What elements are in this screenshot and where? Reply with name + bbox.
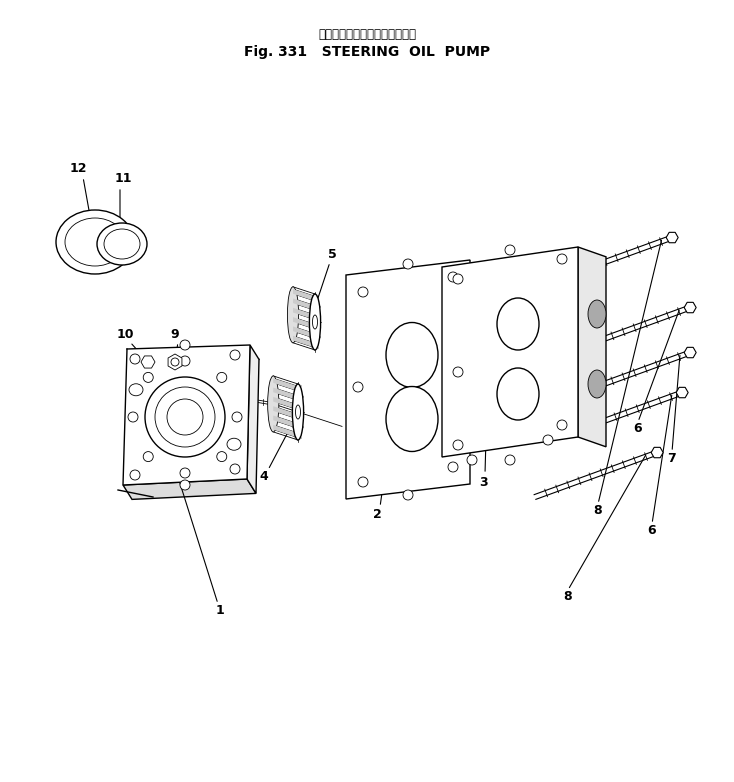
Text: 1: 1	[216, 604, 225, 616]
Circle shape	[353, 382, 363, 392]
Ellipse shape	[588, 370, 606, 398]
Circle shape	[453, 274, 463, 284]
Circle shape	[171, 358, 179, 366]
Text: 12: 12	[69, 163, 87, 175]
Polygon shape	[273, 406, 298, 419]
Circle shape	[130, 470, 140, 480]
Polygon shape	[684, 347, 696, 357]
Ellipse shape	[65, 218, 125, 266]
Text: 4: 4	[260, 471, 269, 483]
Polygon shape	[293, 317, 315, 329]
Text: Fig. 331   STEERING  OIL  PUMP: Fig. 331 STEERING OIL PUMP	[244, 45, 490, 59]
Ellipse shape	[497, 298, 539, 350]
Polygon shape	[293, 289, 315, 301]
Polygon shape	[651, 447, 663, 457]
Polygon shape	[676, 387, 688, 398]
Circle shape	[358, 477, 368, 487]
Circle shape	[453, 440, 463, 450]
Polygon shape	[293, 326, 315, 339]
Circle shape	[543, 435, 553, 445]
Circle shape	[453, 367, 463, 377]
Polygon shape	[666, 232, 678, 242]
Ellipse shape	[288, 287, 299, 343]
Text: 10: 10	[116, 328, 134, 342]
Circle shape	[180, 356, 190, 366]
Circle shape	[230, 464, 240, 474]
Circle shape	[180, 480, 190, 490]
Polygon shape	[578, 247, 606, 447]
Circle shape	[358, 287, 368, 297]
Polygon shape	[684, 303, 696, 313]
Polygon shape	[293, 335, 315, 348]
Circle shape	[217, 372, 227, 382]
Text: 8: 8	[594, 504, 603, 516]
Circle shape	[505, 455, 515, 465]
Ellipse shape	[227, 438, 241, 450]
Text: 9: 9	[171, 328, 179, 340]
Ellipse shape	[268, 376, 279, 432]
Ellipse shape	[104, 229, 140, 259]
Circle shape	[180, 340, 190, 350]
Circle shape	[448, 272, 458, 282]
Circle shape	[145, 377, 225, 457]
Circle shape	[403, 259, 413, 269]
Circle shape	[448, 462, 458, 472]
Circle shape	[557, 254, 567, 264]
Ellipse shape	[104, 229, 140, 259]
Polygon shape	[293, 299, 315, 310]
Polygon shape	[247, 345, 259, 493]
Text: ステアリング　オイル　ポンプ: ステアリング オイル ポンプ	[318, 27, 416, 41]
Ellipse shape	[386, 322, 438, 388]
Ellipse shape	[65, 218, 125, 266]
Text: 6: 6	[647, 523, 656, 536]
Circle shape	[557, 420, 567, 430]
Polygon shape	[123, 479, 256, 500]
Polygon shape	[273, 415, 298, 429]
Circle shape	[155, 387, 215, 447]
Circle shape	[232, 412, 242, 422]
Circle shape	[128, 412, 138, 422]
Circle shape	[167, 399, 203, 435]
Text: 5: 5	[327, 247, 336, 260]
Ellipse shape	[310, 294, 321, 350]
Circle shape	[143, 372, 153, 382]
Circle shape	[230, 350, 240, 360]
Text: 6: 6	[633, 421, 642, 435]
Ellipse shape	[386, 386, 438, 451]
Ellipse shape	[97, 223, 147, 265]
Polygon shape	[273, 397, 298, 410]
Polygon shape	[273, 388, 298, 400]
Polygon shape	[273, 378, 298, 391]
Text: 3: 3	[479, 475, 487, 489]
Polygon shape	[273, 425, 298, 438]
Circle shape	[143, 451, 153, 461]
Text: 8: 8	[564, 590, 573, 602]
Ellipse shape	[129, 384, 143, 396]
Ellipse shape	[296, 405, 300, 419]
Circle shape	[505, 245, 515, 255]
Text: 2: 2	[373, 508, 382, 522]
Text: 7: 7	[668, 451, 676, 465]
Polygon shape	[442, 247, 578, 457]
Polygon shape	[293, 308, 315, 320]
Ellipse shape	[292, 384, 304, 440]
Polygon shape	[123, 345, 250, 485]
Polygon shape	[346, 260, 470, 499]
Polygon shape	[168, 354, 182, 370]
Ellipse shape	[56, 210, 134, 274]
Circle shape	[130, 354, 140, 364]
Circle shape	[467, 455, 477, 465]
Text: 11: 11	[115, 173, 131, 185]
Circle shape	[180, 468, 190, 478]
Ellipse shape	[588, 300, 606, 328]
Circle shape	[217, 451, 227, 461]
Ellipse shape	[313, 315, 318, 329]
Ellipse shape	[497, 368, 539, 420]
Circle shape	[403, 490, 413, 500]
Polygon shape	[141, 356, 155, 368]
